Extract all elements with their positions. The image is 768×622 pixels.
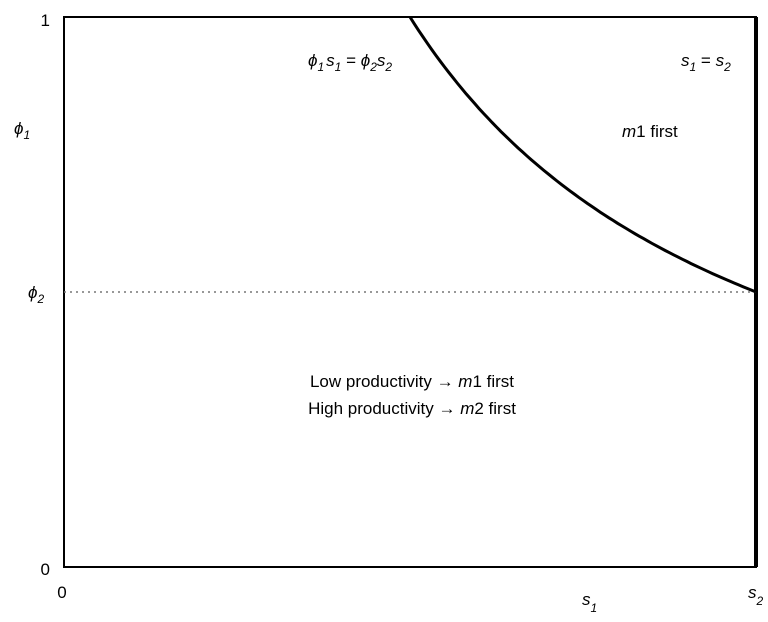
curve-sub-1b: 1 [335, 60, 342, 74]
s2-subscript: 2 [756, 594, 764, 608]
s2-symbol: s [748, 583, 757, 602]
line-s1: s [681, 51, 690, 70]
line-s2: s [716, 51, 725, 70]
y-tick-1: 1 [41, 11, 50, 30]
phi2-tick-label: ϕ2 [28, 283, 44, 306]
phi2-symbol: ϕ [28, 283, 37, 302]
region-bottom-line1-text: Low productivity → [310, 372, 458, 391]
curve-sub-2b: 2 [384, 60, 392, 74]
s1-eq-s2-label: s1 = s2 [681, 51, 731, 74]
iso-curve-phi1s1-eq-phi2s2 [408, 16, 757, 294]
region-bottom-line2-m: m [460, 399, 474, 418]
x-axis-symbol: s [582, 590, 591, 609]
region-top-rest: 1 first [636, 122, 678, 141]
y-axis-label: ϕ1 [14, 119, 30, 142]
line-equals: = [696, 51, 715, 70]
region-bottom-line2: High productivity → m2 first [308, 399, 516, 418]
curve-label: ϕ1 s1 = ϕ2s2 [308, 51, 392, 74]
y-tick-0: 0 [41, 560, 50, 579]
region-top-m: m [622, 122, 636, 141]
curve-s1: s [326, 51, 335, 70]
x-axis-subscript: 1 [591, 601, 598, 615]
curve-s2: s [377, 51, 386, 70]
curve-sub-2a: 2 [369, 60, 377, 74]
region-bottom-line2-rest: 2 first [474, 399, 516, 418]
region-bottom-line1-rest: 1 first [472, 372, 514, 391]
curve-phi2: ϕ [361, 51, 370, 70]
y-axis-symbol: ϕ [14, 119, 23, 138]
region-bottom-line1: Low productivity → m1 first [310, 372, 514, 391]
x-axis-label: s1 [582, 590, 597, 615]
phi2-subscript: 2 [36, 292, 44, 306]
curve-equals: = [341, 51, 360, 70]
s2-tick-label: s2 [748, 583, 764, 608]
curve-phi1: ϕ [308, 51, 317, 70]
curve-sub-1a: 1 [317, 60, 324, 74]
y-axis-subscript: 1 [23, 128, 30, 142]
line-sub-2: 2 [723, 60, 731, 74]
line-sub-1: 1 [690, 60, 697, 74]
region-bottom-line2-text: High productivity → [308, 399, 460, 418]
x-tick-0: 0 [57, 583, 66, 602]
region-top-label: m1 first [622, 122, 678, 141]
region-bottom-line1-m: m [458, 372, 472, 391]
